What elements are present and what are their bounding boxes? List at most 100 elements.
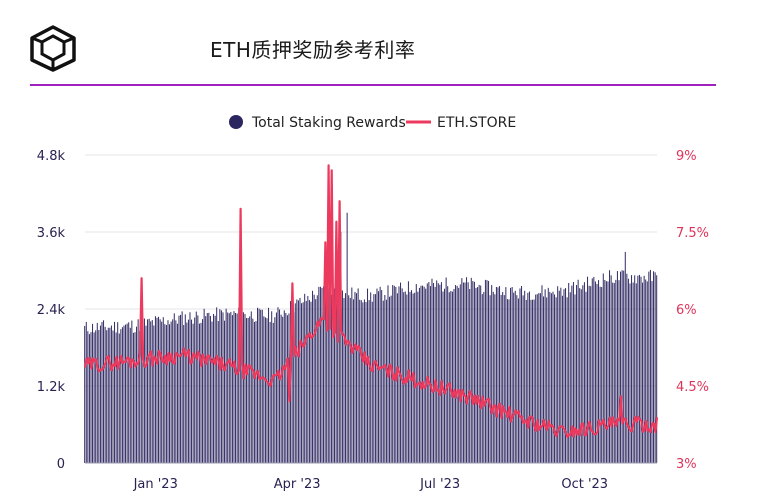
bar-total-staking-rewards <box>211 321 213 463</box>
bar-total-staking-rewards <box>638 274 640 463</box>
bar-total-staking-rewards <box>205 316 207 463</box>
bar-total-staking-rewards <box>596 283 598 463</box>
y-left-tick-label: 3.6k <box>37 226 66 241</box>
bar-total-staking-rewards <box>258 308 260 463</box>
bar-total-staking-rewards <box>227 312 229 463</box>
bar-total-staking-rewards <box>324 290 326 463</box>
bar-total-staking-rewards <box>423 286 425 463</box>
bar-total-staking-rewards <box>459 284 461 463</box>
bar-total-staking-rewards <box>170 321 172 463</box>
bar-total-staking-rewards <box>530 299 532 463</box>
bar-total-staking-rewards <box>246 318 248 463</box>
bar-total-staking-rewards <box>186 322 188 463</box>
bar-total-staking-rewards <box>99 325 101 463</box>
bar-total-staking-rewards <box>582 285 584 463</box>
bar-total-staking-rewards <box>469 289 471 463</box>
bar-total-staking-rewards <box>269 321 271 463</box>
bar-total-staking-rewards <box>389 296 391 463</box>
bar-total-staking-rewards <box>488 280 490 463</box>
bar-total-staking-rewards <box>428 282 430 463</box>
bar-total-staking-rewards <box>117 322 119 463</box>
bar-total-staking-rewards <box>382 300 384 463</box>
bar-total-staking-rewards <box>107 327 109 463</box>
bar-total-staking-rewards <box>640 276 642 463</box>
bar-total-staking-rewards <box>561 295 563 463</box>
bar-total-staking-rewards <box>552 291 554 463</box>
bar-total-staking-rewards <box>304 293 306 463</box>
bar-total-staking-rewards <box>277 307 279 463</box>
bar-total-staking-rewards <box>128 322 130 463</box>
bar-total-staking-rewards <box>543 296 545 463</box>
bar-total-staking-rewards <box>588 285 590 463</box>
bar-total-staking-rewards <box>330 294 332 463</box>
bar-total-staking-rewards <box>533 299 535 463</box>
bar-total-staking-rewards <box>103 320 105 463</box>
bar-total-staking-rewards <box>635 283 637 463</box>
bar-total-staking-rewards <box>535 294 537 463</box>
bar-total-staking-rewards <box>312 290 314 463</box>
bar-total-staking-rewards <box>139 331 141 463</box>
bar-total-staking-rewards <box>217 321 219 463</box>
bar-total-staking-rewards <box>516 295 518 463</box>
bar-total-staking-rewards <box>610 275 612 463</box>
bar-total-staking-rewards <box>492 291 494 463</box>
bar-total-staking-rewards <box>156 317 158 463</box>
bar-total-staking-rewards <box>456 285 458 463</box>
bar-total-staking-rewards <box>209 315 211 463</box>
bar-total-staking-rewards <box>121 327 123 463</box>
bar-total-staking-rewards <box>587 276 589 463</box>
bar-total-staking-rewards <box>153 325 155 463</box>
bar-total-staking-rewards <box>242 312 244 463</box>
bar-total-staking-rewards <box>225 308 227 463</box>
bar-total-staking-rewards <box>517 298 519 463</box>
y-axis-right: 3% 4.5% 6% 7.5% 9% <box>676 149 709 472</box>
bar-total-staking-rewards <box>462 282 464 463</box>
bar-total-staking-rewards <box>285 313 287 463</box>
bar-total-staking-rewards <box>627 278 629 463</box>
bar-total-staking-rewards <box>257 307 259 463</box>
bar-total-staking-rewards <box>549 291 551 463</box>
bar-total-staking-rewards <box>554 294 556 463</box>
bar-total-staking-rewards <box>508 299 510 463</box>
bar-total-staking-rewards <box>525 299 527 463</box>
bar-total-staking-rewards <box>528 291 530 463</box>
bar-total-staking-rewards <box>316 295 318 463</box>
x-tick-label: Apr '23 <box>274 477 321 492</box>
bar-total-staking-rewards <box>264 317 266 463</box>
bar-total-staking-rewards <box>318 286 320 463</box>
bar-total-staking-rewards <box>433 283 435 463</box>
bar-total-staking-rewards <box>92 323 94 463</box>
bar-total-staking-rewards <box>458 287 460 463</box>
bar-total-staking-rewards <box>653 271 655 463</box>
line-eth-store <box>83 164 659 439</box>
bar-total-staking-rewards <box>583 282 585 463</box>
bar-total-staking-rewards <box>373 294 375 463</box>
bar-total-staking-rewards <box>354 291 356 463</box>
bar-total-staking-rewards <box>470 277 472 463</box>
y-left-tick-label: 2.4k <box>37 303 66 318</box>
bar-total-staking-rewards <box>220 310 222 463</box>
bar-total-staking-rewards <box>497 287 499 463</box>
bar-total-staking-rewards <box>618 280 620 463</box>
bar-total-staking-rewards <box>307 296 309 463</box>
bar-total-staking-rewards <box>90 332 92 463</box>
bar-total-staking-rewards <box>143 318 145 463</box>
bar-total-staking-rewards <box>329 260 331 463</box>
bar-total-staking-rewards <box>253 321 255 463</box>
bar-total-staking-rewards <box>524 290 526 463</box>
bar-total-staking-rewards <box>450 290 452 463</box>
bar-total-staking-rewards <box>296 299 298 463</box>
bar-total-staking-rewards <box>605 281 607 463</box>
bar-total-staking-rewards <box>169 324 171 463</box>
bar-total-staking-rewards <box>422 285 424 463</box>
bar-total-staking-rewards <box>136 326 138 463</box>
bar-total-staking-rewards <box>191 319 193 463</box>
bar-total-staking-rewards <box>434 286 436 463</box>
bar-total-staking-rewards <box>282 316 284 463</box>
bar-total-staking-rewards <box>297 300 299 463</box>
bar-total-staking-rewards <box>255 321 257 463</box>
bar-total-staking-rewards <box>403 292 405 463</box>
bar-total-staking-rewards <box>161 321 163 463</box>
bar-total-staking-rewards <box>643 275 645 463</box>
bar-total-staking-rewards <box>346 212 348 463</box>
